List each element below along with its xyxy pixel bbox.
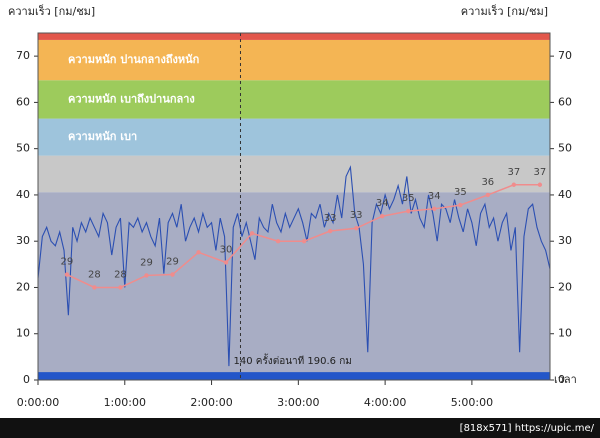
point-label: 34 <box>428 191 441 202</box>
point <box>170 272 175 277</box>
annotation: 140 ครั้งต่อนาที 190.6 กม <box>233 353 351 367</box>
point-label: 33 <box>350 210 363 221</box>
point <box>380 214 385 219</box>
y-tick-label: 0 <box>23 373 30 386</box>
point-label: 34 <box>376 198 389 209</box>
point <box>249 231 255 236</box>
point-label: 33 <box>324 213 337 224</box>
y-axis-label: ความเร็ว [กม/ชม] <box>8 4 95 18</box>
point <box>458 202 463 208</box>
point-label: 29 <box>140 257 153 268</box>
point <box>327 228 333 234</box>
x-tick-label: 1:00:00 <box>104 396 146 409</box>
y2-tick-label: 10 <box>558 327 572 340</box>
watermark: [818x571] https://upic.me/ <box>460 423 595 434</box>
x-tick-label: 2:00:00 <box>190 396 232 409</box>
point <box>92 285 97 290</box>
y-tick-label: 30 <box>16 234 30 247</box>
band <box>38 80 550 119</box>
band-label: ความหนัก เบาถึงปานกลาง <box>68 92 195 105</box>
x-tick-label: 4:00:00 <box>364 396 406 409</box>
point-label: 29 <box>166 257 179 268</box>
y-tick-label: 50 <box>16 142 30 155</box>
point <box>196 250 201 255</box>
point <box>485 192 491 198</box>
y2-tick-label: 70 <box>558 49 572 62</box>
point-label: 36 <box>481 177 494 188</box>
band <box>38 33 550 40</box>
x-tick-label: 0:00:00 <box>17 396 59 409</box>
y2-tick-label: 0 <box>558 373 565 386</box>
point-label: 37 <box>534 167 547 178</box>
point-label: 30 <box>220 244 233 255</box>
y2-tick-label: 20 <box>558 280 572 293</box>
y-tick-label: 70 <box>16 49 30 62</box>
band-label: ความหนัก ปานกลางถึงหนัก <box>68 53 200 66</box>
band <box>38 372 550 380</box>
y2-tick-label: 40 <box>558 188 572 201</box>
point-label: 28 <box>114 269 127 280</box>
band <box>38 155 550 193</box>
line-series <box>37 165 551 367</box>
plot-frame <box>37 32 551 381</box>
band-label: ความหนัก เบา <box>68 130 137 143</box>
point <box>432 206 437 212</box>
y2-tick-label: 30 <box>558 234 572 247</box>
y-tick-label: 10 <box>16 327 30 340</box>
point-label: 35 <box>402 193 415 204</box>
point <box>301 239 307 244</box>
point <box>144 273 149 278</box>
point <box>64 272 70 277</box>
y-tick-label: 60 <box>16 95 30 108</box>
x-tick-label: 3:00:00 <box>277 396 319 409</box>
point <box>537 182 543 187</box>
band <box>38 118 550 156</box>
point <box>118 285 123 290</box>
y2-axis-label: ความเร็ว [กม/ชม] <box>461 4 548 18</box>
x-tick-label: 5:00:00 <box>451 396 493 409</box>
y2-tick-label: 60 <box>558 95 572 108</box>
point-label: 37 <box>507 167 520 178</box>
point <box>511 182 517 187</box>
point-label: 35 <box>454 187 467 198</box>
point-label: 29 <box>61 257 74 268</box>
x-axis-label: เวลา <box>554 373 577 386</box>
y-tick-label: 20 <box>16 280 30 293</box>
point-label: 28 <box>88 269 101 280</box>
band <box>38 192 550 380</box>
band <box>38 39 550 81</box>
y-tick-label: 40 <box>16 188 30 201</box>
point <box>406 208 411 214</box>
point <box>223 260 229 265</box>
point <box>353 226 359 231</box>
point <box>275 239 281 244</box>
footer-bar <box>0 418 600 438</box>
y2-tick-label: 50 <box>558 142 572 155</box>
